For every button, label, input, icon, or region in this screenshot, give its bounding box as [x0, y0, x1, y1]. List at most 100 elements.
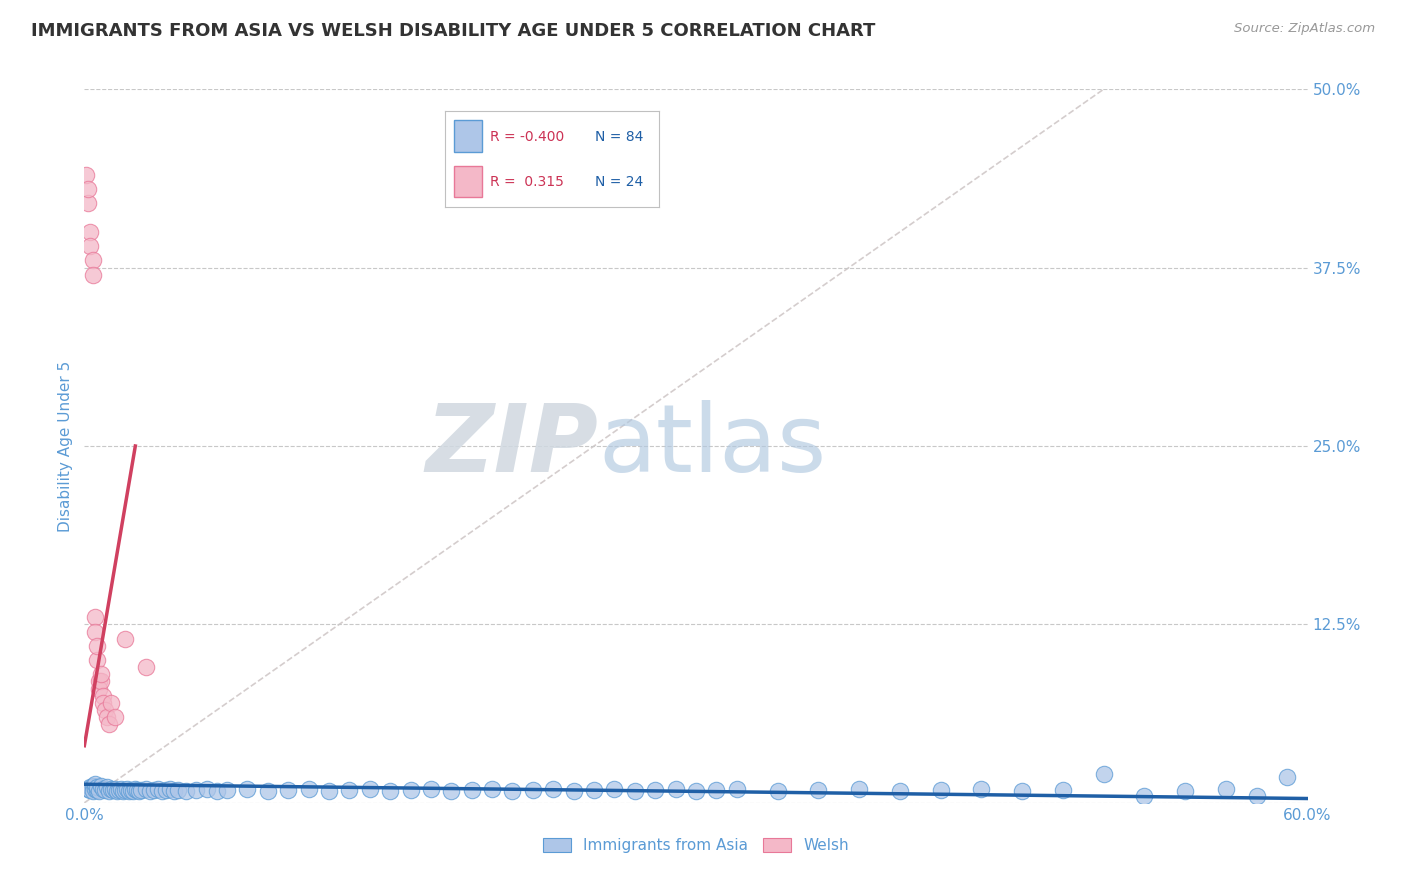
Point — [83, 777, 105, 791]
Point — [77, 182, 100, 196]
Point — [91, 696, 114, 710]
Point — [380, 784, 402, 798]
Point — [93, 703, 115, 717]
Point — [112, 784, 135, 798]
Point — [725, 781, 748, 796]
Point — [100, 696, 122, 710]
Point — [87, 674, 110, 689]
Point — [1174, 784, 1197, 798]
Point — [644, 783, 666, 797]
Point — [155, 783, 177, 797]
Point — [79, 783, 101, 797]
Point — [159, 781, 181, 796]
Point — [1092, 767, 1115, 781]
Point — [440, 784, 463, 798]
Point — [685, 784, 707, 798]
Point — [90, 667, 112, 681]
Point — [889, 784, 911, 798]
Point — [96, 710, 118, 724]
Point — [1133, 789, 1156, 803]
Point — [970, 781, 993, 796]
Point — [128, 784, 150, 798]
Point — [399, 783, 422, 797]
Point — [97, 717, 120, 731]
Point — [420, 781, 443, 796]
Point — [91, 689, 114, 703]
Point — [1246, 789, 1268, 803]
Text: atlas: atlas — [598, 400, 827, 492]
Point — [766, 784, 789, 798]
Point — [359, 781, 381, 796]
Point — [91, 781, 114, 796]
Point — [100, 781, 122, 796]
Point — [86, 653, 108, 667]
Point — [186, 783, 208, 797]
Point — [97, 784, 120, 798]
Point — [114, 632, 136, 646]
Point — [583, 783, 606, 797]
Point — [277, 783, 299, 797]
Point — [86, 780, 108, 794]
Point — [115, 781, 138, 796]
Point — [82, 779, 104, 793]
Point — [163, 784, 186, 798]
Point — [150, 784, 173, 798]
Point — [82, 253, 104, 268]
Text: ZIP: ZIP — [425, 400, 598, 492]
Point — [77, 196, 100, 211]
Point — [562, 784, 585, 798]
Point — [461, 783, 484, 797]
Point — [120, 783, 142, 797]
Point — [118, 784, 141, 798]
Point — [318, 784, 340, 798]
Point — [83, 781, 105, 796]
Point — [257, 784, 280, 798]
Point — [195, 781, 218, 796]
Point — [77, 781, 100, 796]
Point — [481, 781, 503, 796]
Point — [603, 781, 626, 796]
Point — [83, 624, 105, 639]
Point — [86, 639, 108, 653]
Text: IMMIGRANTS FROM ASIA VS WELSH DISABILITY AGE UNDER 5 CORRELATION CHART: IMMIGRANTS FROM ASIA VS WELSH DISABILITY… — [31, 22, 876, 40]
Point — [339, 783, 361, 797]
Point — [135, 781, 157, 796]
Point — [167, 783, 190, 797]
Point — [807, 783, 830, 797]
Point — [135, 660, 157, 674]
Point — [114, 783, 136, 797]
Point — [205, 784, 228, 798]
Text: Source: ZipAtlas.com: Source: ZipAtlas.com — [1234, 22, 1375, 36]
Point — [1277, 770, 1299, 784]
Point — [848, 781, 870, 796]
Point — [236, 781, 259, 796]
Point — [110, 781, 132, 796]
Point — [502, 784, 524, 798]
Point — [174, 784, 197, 798]
Y-axis label: Disability Age Under 5: Disability Age Under 5 — [58, 360, 73, 532]
Point — [217, 783, 239, 797]
Point — [706, 783, 728, 797]
Point — [146, 781, 169, 796]
Point — [1011, 784, 1033, 798]
Point — [624, 784, 647, 798]
Point — [298, 781, 321, 796]
Point — [665, 781, 688, 796]
Point — [83, 610, 105, 624]
Point — [1052, 783, 1074, 797]
Point — [90, 779, 112, 793]
Point — [1215, 781, 1237, 796]
Point — [105, 784, 128, 798]
Point — [82, 784, 104, 798]
Point — [104, 710, 127, 724]
Point — [104, 781, 127, 796]
Point — [79, 780, 101, 794]
Point — [82, 268, 104, 282]
Point — [142, 783, 165, 797]
Point — [96, 780, 118, 794]
Point — [90, 674, 112, 689]
Point — [122, 784, 145, 798]
Point — [929, 783, 952, 797]
Point — [79, 225, 101, 239]
Point — [522, 783, 544, 797]
